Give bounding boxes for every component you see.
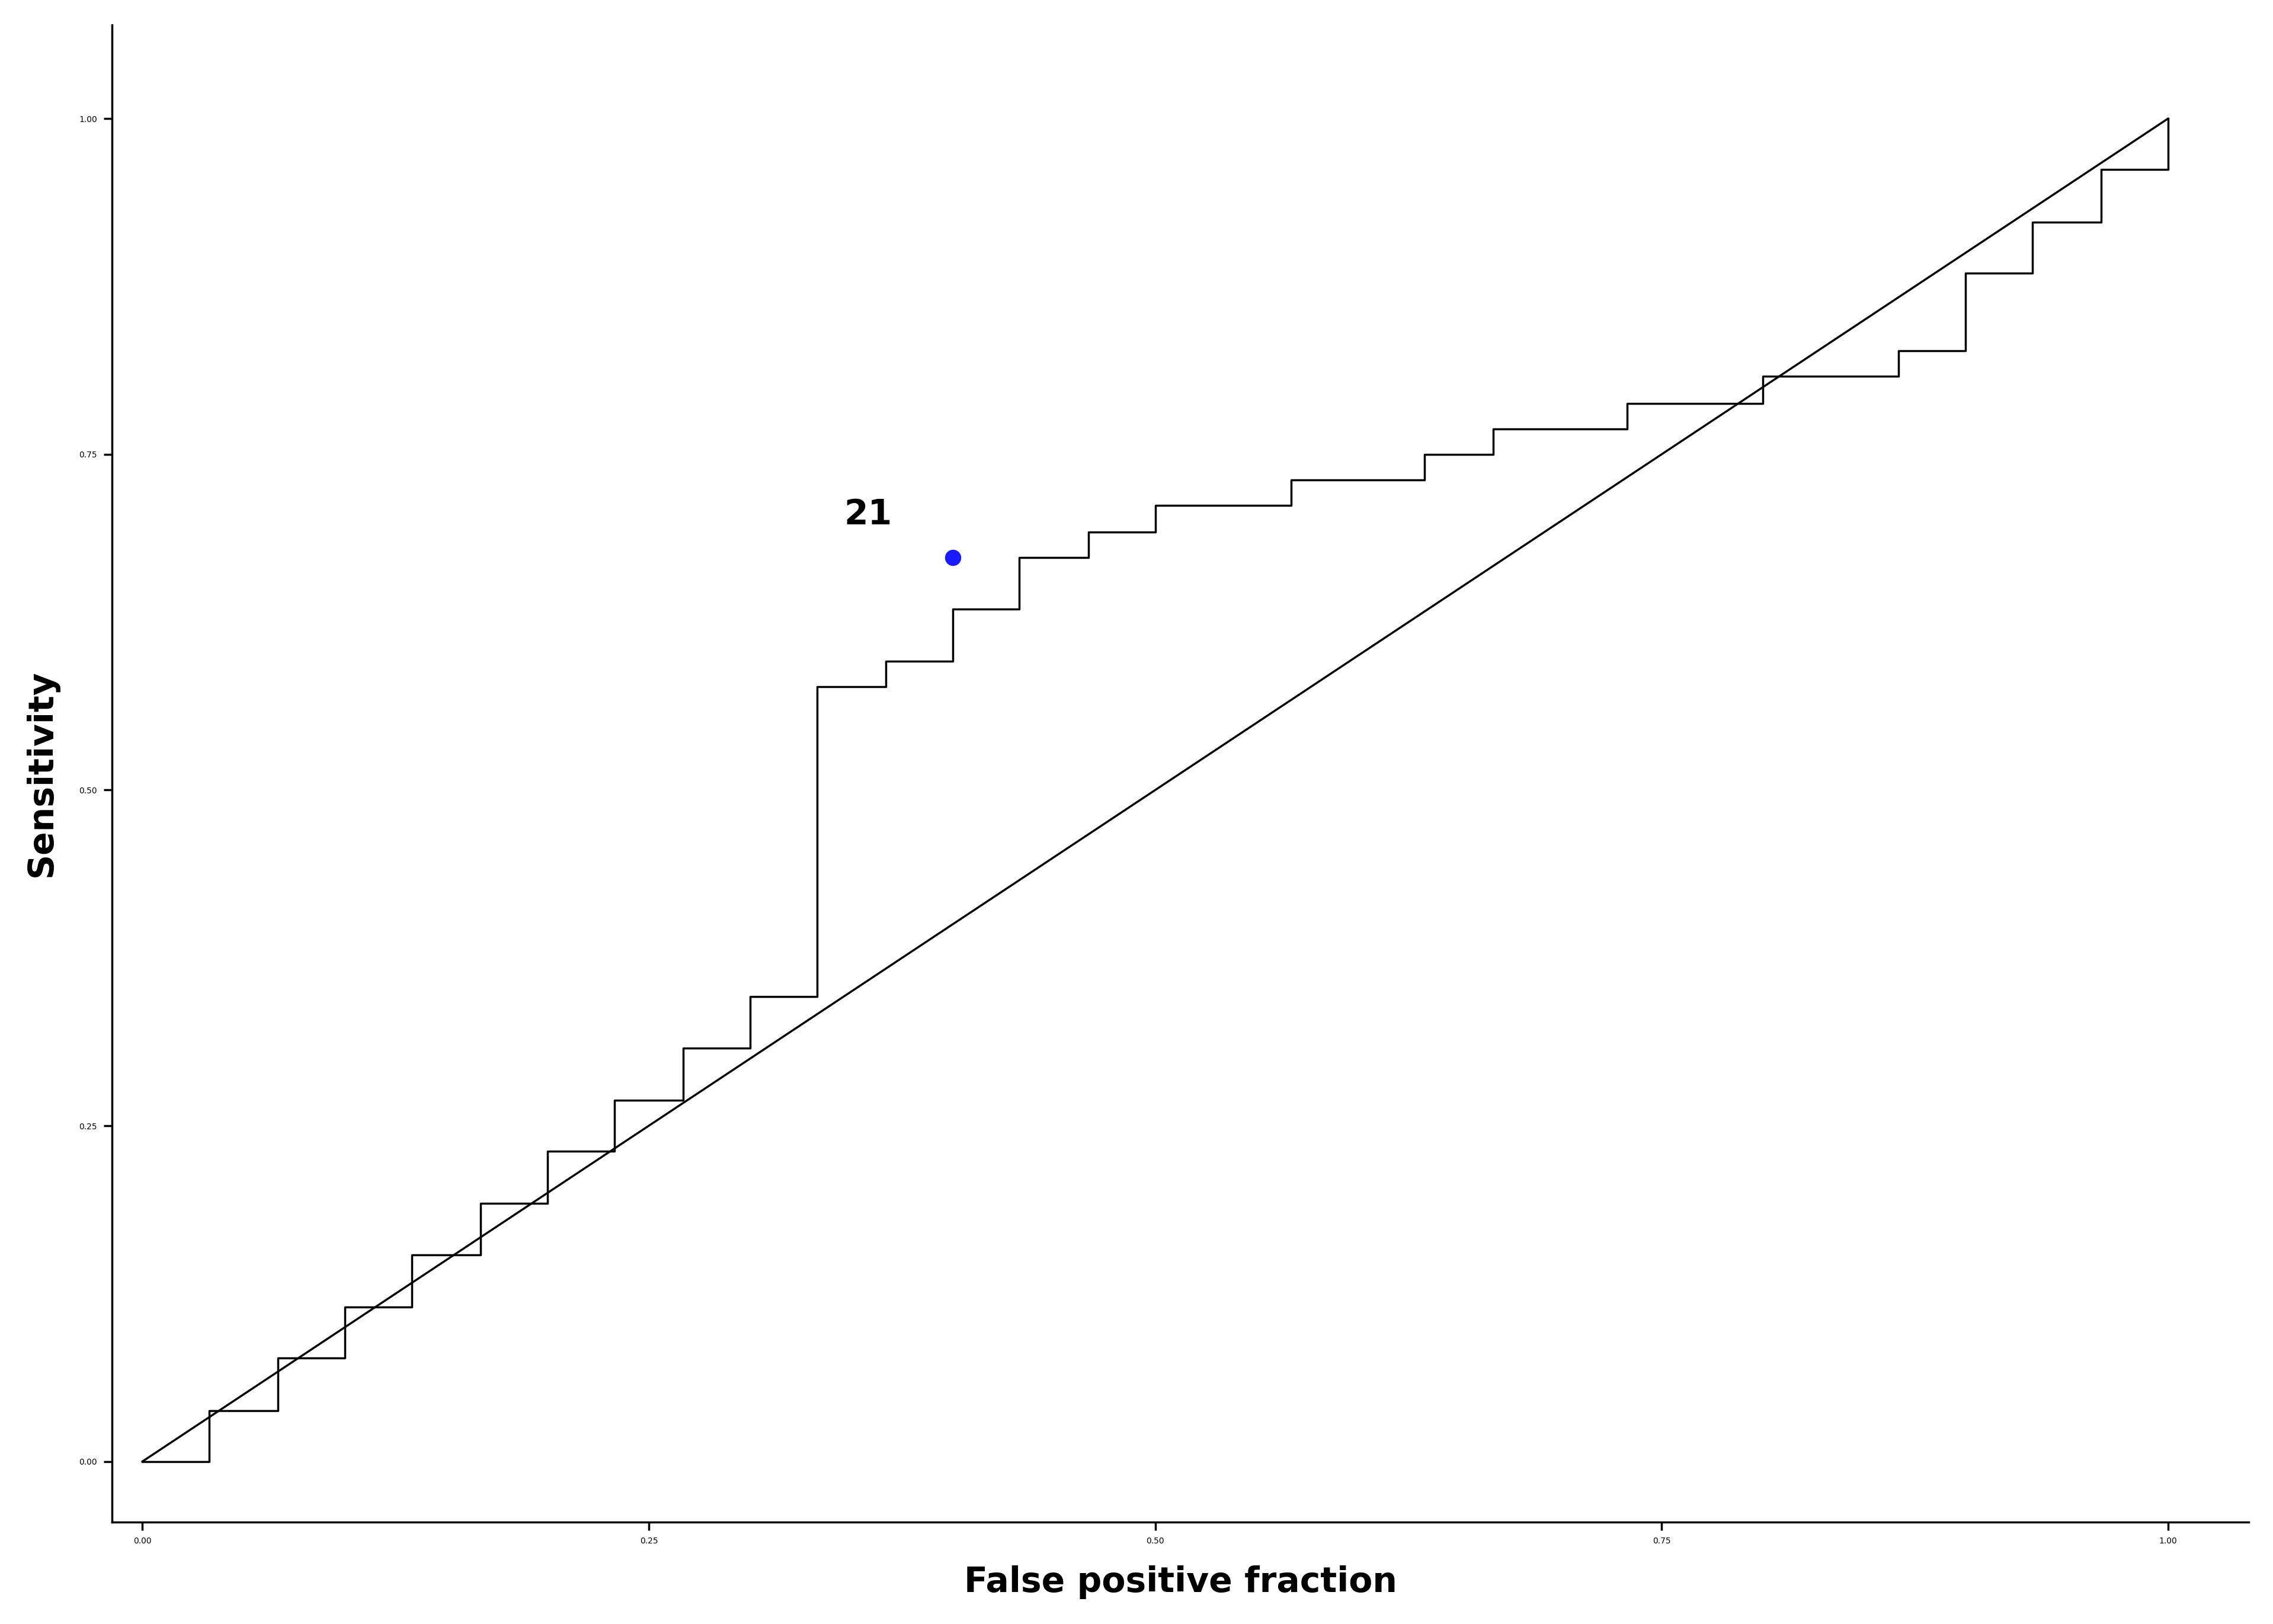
X-axis label: False positive fraction: False positive fraction [964,1566,1396,1600]
Text: 21: 21 [843,497,891,531]
Point [934,544,971,570]
Y-axis label: Sensitivity: Sensitivity [25,669,59,877]
